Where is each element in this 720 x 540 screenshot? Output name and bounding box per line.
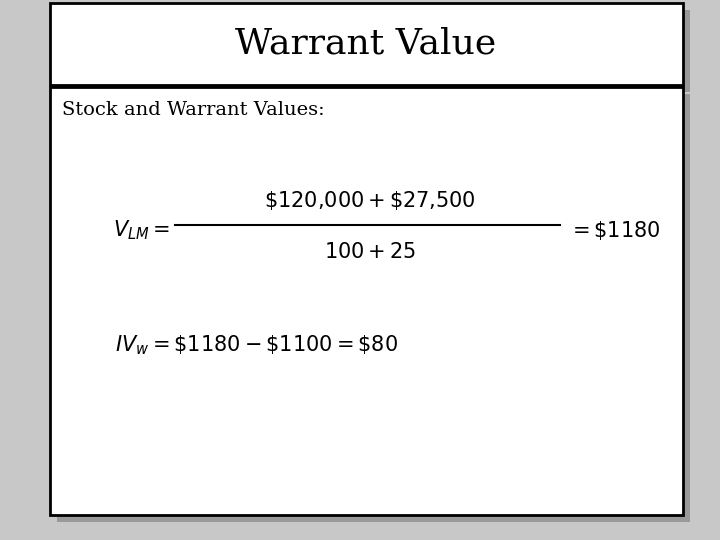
FancyBboxPatch shape <box>57 10 690 92</box>
Text: $IV_{w} = \$1180 - \$1100 = \$80$: $IV_{w} = \$1180 - \$1100 = \$80$ <box>115 333 398 357</box>
FancyBboxPatch shape <box>50 87 683 515</box>
Text: $V_{LM} =$: $V_{LM} =$ <box>113 218 170 242</box>
Text: Warrant Value: Warrant Value <box>235 27 497 61</box>
Text: $100+25$: $100+25$ <box>324 242 416 262</box>
Text: $=\$1180$: $=\$1180$ <box>568 219 661 241</box>
Text: Stock and Warrant Values:: Stock and Warrant Values: <box>62 101 325 119</box>
FancyBboxPatch shape <box>50 3 683 85</box>
Text: $\$120{,}000+\$27{,}500$: $\$120{,}000+\$27{,}500$ <box>264 188 476 212</box>
FancyBboxPatch shape <box>57 94 690 522</box>
